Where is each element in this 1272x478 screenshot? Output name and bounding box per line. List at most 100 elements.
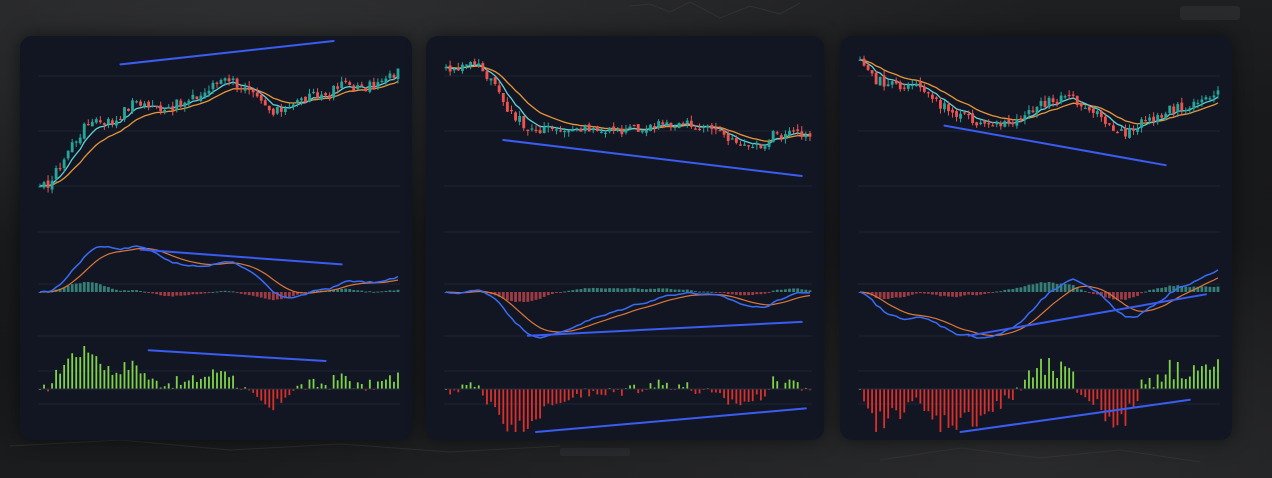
candles [444,58,812,151]
macd-hist-bar [763,292,767,294]
osc-bar [340,373,343,389]
osc-bar [1096,389,1099,400]
candle [485,68,489,82]
osc-bar [747,389,750,402]
candle-body [1075,95,1079,106]
candle-body [58,168,62,170]
candle-body [292,104,295,107]
macd-hist-bar [788,288,791,292]
osc-bar [191,375,194,389]
candle [481,61,485,72]
candle [1152,112,1156,126]
macd-histogram [444,287,812,302]
macd-hist-bar [922,292,926,294]
macd-hist-bar [640,289,644,292]
candle [368,79,372,94]
osc-bar [1092,389,1095,405]
candle-body [1188,108,1192,110]
macd-hist-bar [808,290,812,292]
macd-hist-bar [1095,292,1099,295]
candle [191,89,195,100]
osc-bar [739,389,742,406]
macd-line [859,269,1219,339]
candle [195,96,199,100]
osc-bar [469,382,472,389]
candle-body [779,135,783,139]
candle-body [1168,105,1172,114]
candle-body [376,82,380,88]
osc-bar [1052,370,1054,389]
candle-body [685,120,689,123]
osc-bar [580,389,582,398]
candle [505,97,509,112]
macd-hist-bar [669,289,673,292]
candle-body [223,78,227,81]
candle [94,117,98,125]
candle-body [489,78,493,81]
macd-hist-bar [595,288,599,292]
macd-hist-bar [902,292,906,298]
candle-body [1067,94,1071,97]
macd-hist-bar [356,290,360,292]
oscillator-histogram [445,376,811,432]
candle [898,80,902,92]
candle-body [465,64,468,66]
candle [372,77,376,90]
osc-bar [83,346,86,389]
candle [616,126,620,133]
osc-bar [947,389,950,428]
osc-bar [356,382,359,389]
candles [38,68,400,194]
candle [215,81,219,88]
osc-bar [653,387,656,389]
osc-bar [919,389,922,404]
osc-bar [755,389,758,395]
candle [227,74,231,86]
candle [308,88,311,103]
macd-hist-bar [1015,287,1019,292]
candle [730,135,734,140]
osc-bar [224,371,226,389]
osc-bar [727,389,730,405]
candle-body [102,123,106,125]
macd-hist-bar [1116,292,1119,301]
candle-body [1148,117,1152,121]
macd-hist-bar [999,291,1003,293]
macd-hist-bar [698,291,701,293]
osc-bar [348,381,351,389]
osc-bar [288,389,291,396]
macd-hist-bar [771,290,775,292]
candle [967,110,971,120]
macd-hist-bar [759,292,763,295]
candle [612,122,616,135]
candle [767,139,771,150]
candle-body [388,73,392,79]
candle [175,99,179,113]
macd-hist-bar [510,292,513,302]
candle-body [255,92,259,97]
candle-body [227,78,231,82]
candle [1063,94,1067,99]
candle-body [804,134,808,138]
candle-body [183,102,187,107]
osc-bar [473,386,476,389]
osc-bar [539,389,541,419]
osc-bar [1156,374,1159,389]
candle-body [473,61,477,65]
candle [522,115,526,131]
candle-body [135,101,138,103]
candle [203,88,207,99]
osc-bar [715,389,717,393]
macd-hist-bar [995,291,999,293]
candle-body [235,78,239,88]
candle-body [526,129,530,131]
osc-bar [698,389,701,394]
candle [456,62,460,72]
candle-body [111,120,114,125]
candle-body [926,92,930,94]
osc-bar [690,389,693,391]
candle [862,55,866,67]
candle [1120,126,1123,131]
candle-body [595,126,599,131]
macd-hist-bar [74,283,78,292]
